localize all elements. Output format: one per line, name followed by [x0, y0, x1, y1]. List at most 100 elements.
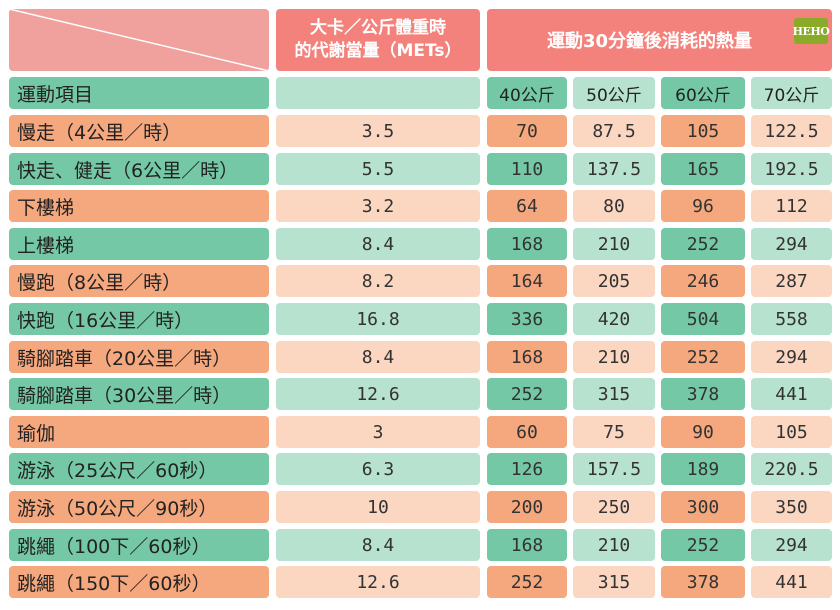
cell-value: 252 [510, 383, 544, 405]
table-cell-mets: 8.4 [276, 228, 480, 260]
table-cell-mets: 12.6 [276, 378, 480, 410]
cell-value: 60 [516, 421, 538, 443]
cell-value: 105 [775, 421, 808, 443]
table-cell-w60: 378 [661, 566, 745, 598]
cell-value: 12.6 [356, 383, 400, 405]
cell-value: 168 [510, 346, 544, 368]
table-cell-w70: 105 [751, 416, 832, 448]
diagonal-divider [9, 9, 269, 71]
activity-name: 上樓梯 [17, 234, 75, 257]
cell-value: 378 [686, 571, 720, 593]
cell-value: 420 [597, 308, 631, 330]
cell-value: 137.5 [586, 158, 642, 180]
cell-value: 336 [510, 308, 544, 330]
table-cell-w40: 252 [487, 566, 567, 598]
cell-value: 205 [597, 270, 631, 292]
table-cell-activity: 慢跑（8公里／時） [9, 265, 269, 297]
table-cell-w70: 441 [751, 566, 832, 598]
cell-value: 294 [775, 534, 808, 556]
table-cell-mets: 3.5 [276, 115, 480, 147]
table-cell-activity: 跳繩（100下／60秒） [9, 529, 269, 561]
cell-value: 164 [510, 270, 544, 292]
table-cell-w40: 64 [487, 190, 567, 222]
table-cell-w50: 315 [573, 566, 655, 598]
table-cell-w60: 105 [661, 115, 745, 147]
table-cell-w70: 122.5 [751, 115, 832, 147]
activity-name: 游泳（50公尺／90秒） [17, 497, 218, 520]
table-cell-mets: 8.2 [276, 265, 480, 297]
table-cell-activity: 上樓梯 [9, 228, 269, 260]
cell-value: 252 [686, 534, 720, 556]
cell-value: 110 [510, 158, 544, 180]
table-cell-w60: 96 [661, 190, 745, 222]
cell-value: 8.2 [361, 270, 395, 292]
cell-value: 12.6 [356, 571, 400, 593]
cell-value: 80 [603, 195, 625, 217]
cell-value: 168 [510, 534, 544, 556]
cell-value: 441 [775, 383, 808, 405]
cell-value: 8.4 [361, 233, 395, 255]
calorie-burn-header: 運動30分鐘後消耗的熱量 [487, 9, 832, 71]
table-cell-w50: 250 [573, 491, 655, 523]
heho-logo: HEHO [793, 18, 830, 44]
cell-value: 210 [597, 233, 631, 255]
cell-value: 294 [775, 346, 808, 368]
table-cell-w60: 165 [661, 153, 745, 185]
table-cell-w50: 315 [573, 378, 655, 410]
cell-value: 10 [367, 496, 389, 518]
cell-value: 192.5 [764, 158, 819, 180]
table-cell-w40: 110 [487, 153, 567, 185]
table-cell-w60: 252 [661, 228, 745, 260]
cell-value: 90 [692, 421, 714, 443]
table-cell-w50: 210 [573, 228, 655, 260]
cell-value: 122.5 [764, 120, 819, 142]
table-cell-w40: 168 [487, 341, 567, 373]
table-cell-w70: 220.5 [751, 453, 832, 485]
table-cell-mets: 10 [276, 491, 480, 523]
cell-value: 3.5 [361, 120, 395, 142]
table-cell-w70: 294 [751, 341, 832, 373]
cell-value: 3 [372, 421, 384, 443]
cell-value: 64 [516, 195, 538, 217]
activity-column-header-label: 運動項目 [17, 83, 94, 106]
table-cell-activity: 游泳（50公尺／90秒） [9, 491, 269, 523]
table-cell-activity: 瑜伽 [9, 416, 269, 448]
weight-header-60: 60公斤 [661, 77, 745, 109]
cell-value: 558 [775, 308, 808, 330]
cell-value: 315 [597, 383, 631, 405]
table-cell-mets: 3.2 [276, 190, 480, 222]
weight-header-40: 40公斤 [487, 77, 567, 109]
table-cell-mets: 8.4 [276, 341, 480, 373]
table-cell-w50: 157.5 [573, 453, 655, 485]
table-cell-w50: 137.5 [573, 153, 655, 185]
cell-value: 294 [775, 233, 808, 255]
table-cell-w40: 60 [487, 416, 567, 448]
weight-header-60-label: 60公斤 [675, 85, 731, 106]
weight-header-70-label: 70公斤 [763, 85, 820, 106]
cell-value: 200 [510, 496, 544, 518]
table-cell-w70: 287 [751, 265, 832, 297]
table-cell-w70: 294 [751, 228, 832, 260]
table-cell-w60: 300 [661, 491, 745, 523]
table-cell-w50: 210 [573, 529, 655, 561]
table-cell-w60: 504 [661, 303, 745, 335]
mets-header: 大卡／公斤體重時 的代謝當量（METs） [276, 9, 480, 71]
cell-value: 157.5 [586, 458, 642, 480]
table-cell-activity: 快跑（16公里／時） [9, 303, 269, 335]
table-cell-w60: 246 [661, 265, 745, 297]
cell-value: 300 [686, 496, 720, 518]
table-cell-w60: 189 [661, 453, 745, 485]
cell-value: 252 [686, 233, 720, 255]
cell-value: 75 [603, 421, 625, 443]
activity-column-header: 運動項目 [9, 77, 269, 109]
cell-value: 105 [686, 120, 720, 142]
table-cell-mets: 3 [276, 416, 480, 448]
activity-name: 跳繩（100下／60秒） [17, 535, 211, 558]
table-cell-w50: 87.5 [573, 115, 655, 147]
table-cell-mets: 16.8 [276, 303, 480, 335]
cell-value: 210 [597, 346, 631, 368]
cell-value: 96 [692, 195, 714, 217]
weight-header-50: 50公斤 [573, 77, 655, 109]
cell-value: 87.5 [592, 120, 636, 142]
table-cell-w40: 70 [487, 115, 567, 147]
